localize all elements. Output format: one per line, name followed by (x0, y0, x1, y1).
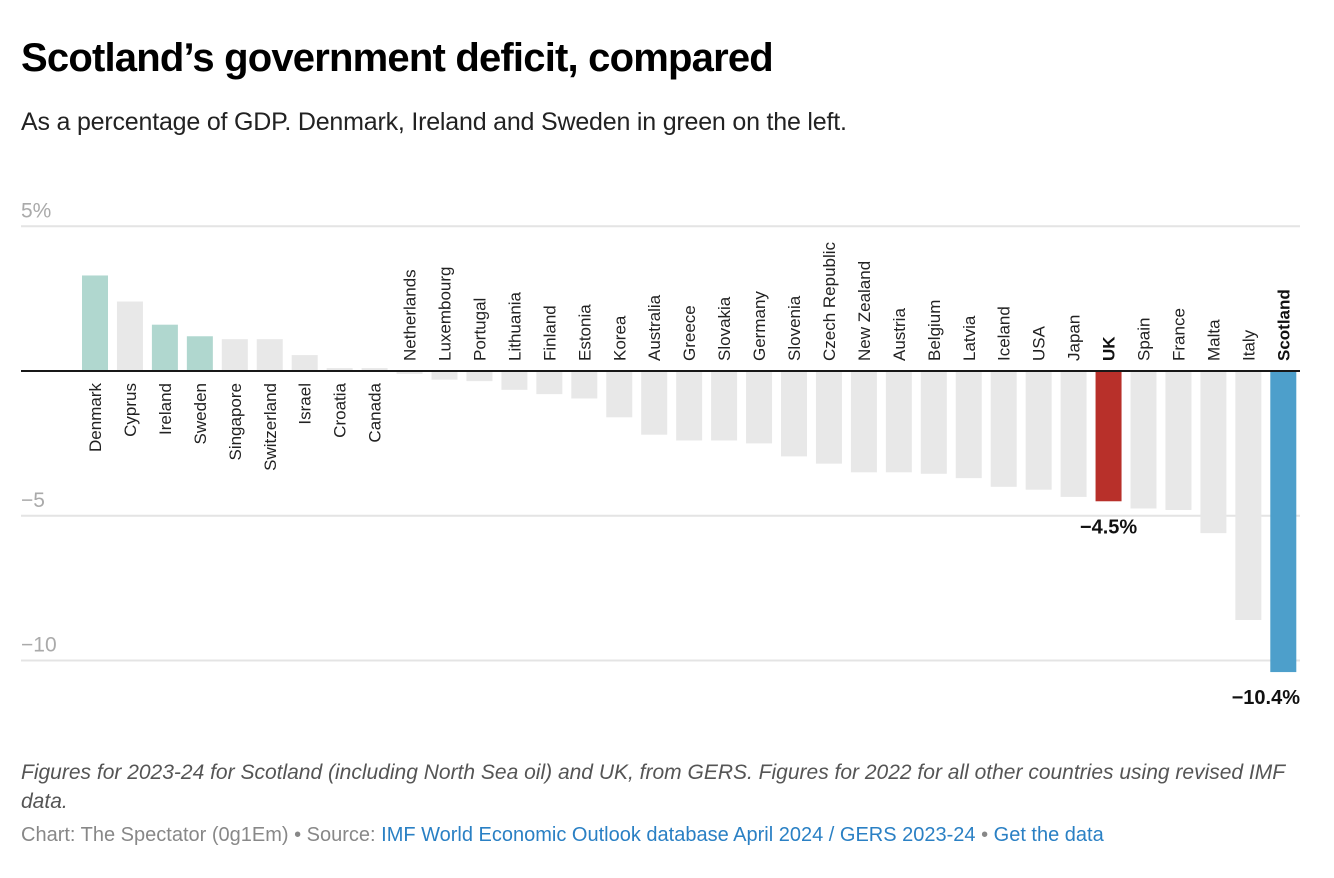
get-data-link[interactable]: Get the data (993, 824, 1104, 846)
bar-portugal (466, 371, 493, 382)
category-label: Estonia (575, 304, 594, 361)
bar-germany (746, 371, 773, 444)
category-label: Sweden (191, 383, 210, 444)
y-axis-ticks: 5% −5 −10 (21, 199, 57, 656)
category-label: Australia (645, 294, 664, 361)
category-label: Spain (1135, 318, 1154, 361)
bar-new-zealand (850, 371, 877, 473)
bar-austria (885, 371, 912, 473)
bar-slovakia (711, 371, 738, 441)
category-label: Austria (890, 308, 909, 361)
category-label: Singapore (226, 383, 245, 461)
bar-belgium (920, 371, 947, 474)
y-tick-label: −5 (21, 489, 45, 512)
bar-spain (1130, 371, 1157, 509)
bar-luxembourg (431, 371, 458, 380)
bar-greece (676, 371, 703, 441)
category-label: Ireland (156, 383, 175, 435)
category-label: Luxembourg (436, 266, 455, 361)
value-label-scotland: −10.4% (1232, 687, 1301, 709)
bar-uk (1095, 371, 1122, 502)
category-label: Slovakia (715, 296, 734, 361)
bar-estonia (571, 371, 598, 399)
category-label: Denmark (86, 383, 105, 452)
category-label: Germany (750, 291, 769, 361)
category-label: Korea (610, 315, 629, 361)
category-label: Finland (540, 305, 559, 361)
category-label: Portugal (470, 298, 489, 361)
bar-italy (1235, 371, 1262, 620)
category-label: Scotland (1274, 289, 1293, 361)
category-label: Croatia (331, 382, 350, 437)
category-label: Malta (1204, 319, 1223, 361)
category-label: Czech Republic (820, 241, 839, 361)
category-label: Lithuania (505, 291, 524, 361)
bar-korea (606, 371, 633, 418)
category-labels: Denmark Cyprus Ireland Sweden Singapore Switz… (86, 241, 1293, 470)
bar-latvia (955, 371, 982, 479)
bar-denmark (82, 275, 108, 371)
gridlines (21, 225, 1300, 662)
bar-scotland (1270, 371, 1297, 673)
bar-lithuania (501, 371, 528, 390)
category-label: Greece (680, 305, 699, 361)
value-annotations: −4.5% −10.4% (1080, 516, 1300, 709)
category-label: Latvia (960, 315, 979, 361)
footnote: Figures for 2023-24 for Scotland (includ… (21, 761, 1285, 813)
category-label: Iceland (995, 306, 1014, 361)
y-tick-label: 5% (21, 199, 51, 222)
category-label: New Zealand (855, 261, 874, 361)
bar-iceland (990, 371, 1017, 487)
credit-text: Chart: The Spectator (0g1Em) • Source: (21, 824, 382, 846)
credit-line: Chart: The Spectator (0g1Em) • Source: I… (21, 824, 1104, 847)
bar-usa (1025, 371, 1052, 490)
category-label: Belgium (925, 300, 944, 361)
bar-slovenia (781, 371, 807, 457)
bar-singapore (221, 339, 248, 371)
bar-sweden (186, 336, 213, 371)
bar-czech-republic (815, 371, 842, 464)
chart-title: Scotland’s government deficit, compared (21, 36, 774, 80)
category-label: France (1169, 308, 1188, 361)
category-label: Japan (1065, 315, 1084, 361)
bar-croatia (326, 368, 353, 371)
value-label-uk: −4.5% (1080, 516, 1137, 538)
bar-netherlands (396, 371, 423, 374)
bar-cyprus (116, 301, 143, 371)
category-label: Italy (1239, 329, 1258, 361)
bar-ireland (151, 324, 178, 371)
category-label: Slovenia (785, 295, 804, 361)
bar-israel (291, 355, 318, 371)
y-tick-label: −10 (21, 634, 57, 657)
category-label: Cyprus (121, 383, 140, 437)
bar-australia (641, 371, 668, 435)
bar-japan (1060, 371, 1087, 497)
credit-separator: • (975, 824, 994, 846)
bar-france (1165, 371, 1192, 510)
bar-chart: 5% −5 −10 Denmark Cyprus Ireland Sweden Singap… (21, 199, 1300, 709)
bar-canada (361, 368, 388, 371)
category-label: USA (1030, 325, 1049, 361)
bars (82, 275, 1297, 673)
category-label: UK (1100, 336, 1119, 361)
bar-switzerland (256, 339, 283, 371)
category-label: Switzerland (261, 383, 280, 471)
bar-malta (1200, 371, 1227, 534)
bar-finland (536, 371, 563, 395)
chart-subtitle: As a percentage of GDP. Denmark, Ireland… (21, 108, 847, 136)
category-label: Netherlands (401, 269, 420, 361)
category-label: Israel (296, 383, 315, 425)
category-label: Canada (366, 382, 385, 442)
source-link[interactable]: IMF World Economic Outlook database Apri… (381, 824, 976, 846)
